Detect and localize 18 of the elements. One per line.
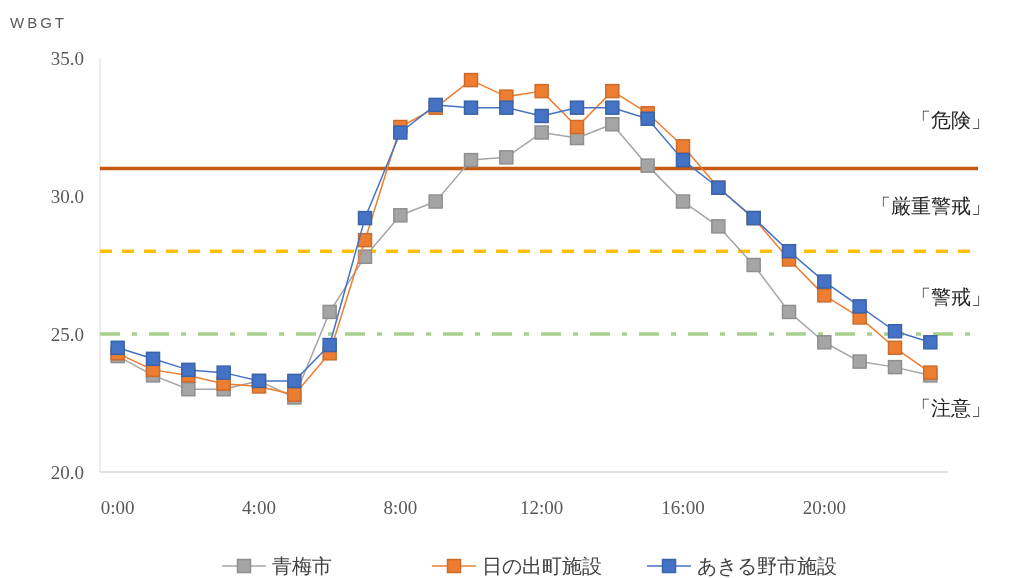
y-axis-title: WBGT [10, 14, 67, 31]
annotation: 「警戒」 [911, 286, 991, 308]
y-tick-label: 35.0 [50, 47, 84, 69]
x-tick-label: 8:00 [383, 497, 418, 518]
y-tick-label: 30.0 [50, 185, 84, 207]
y-tick-label: 20.0 [50, 461, 84, 483]
legend-label: 青梅市 [272, 555, 332, 577]
x-tick-label: 0:00 [100, 497, 135, 518]
x-tick-label: 16:00 [661, 497, 705, 518]
legend-label: 日の出町施設 [482, 555, 602, 577]
annotation: 「厳重警戒」 [871, 195, 991, 217]
x-tick-label: 20:00 [802, 497, 846, 518]
legend-label: あきる野市施設 [697, 555, 837, 577]
y-tick-label: 25.0 [50, 323, 84, 345]
x-tick-label: 12:00 [520, 497, 564, 518]
x-tick-label: 4:00 [242, 497, 276, 518]
annotation: 「危険」 [911, 109, 991, 131]
annotation: 「注意」 [911, 397, 991, 419]
